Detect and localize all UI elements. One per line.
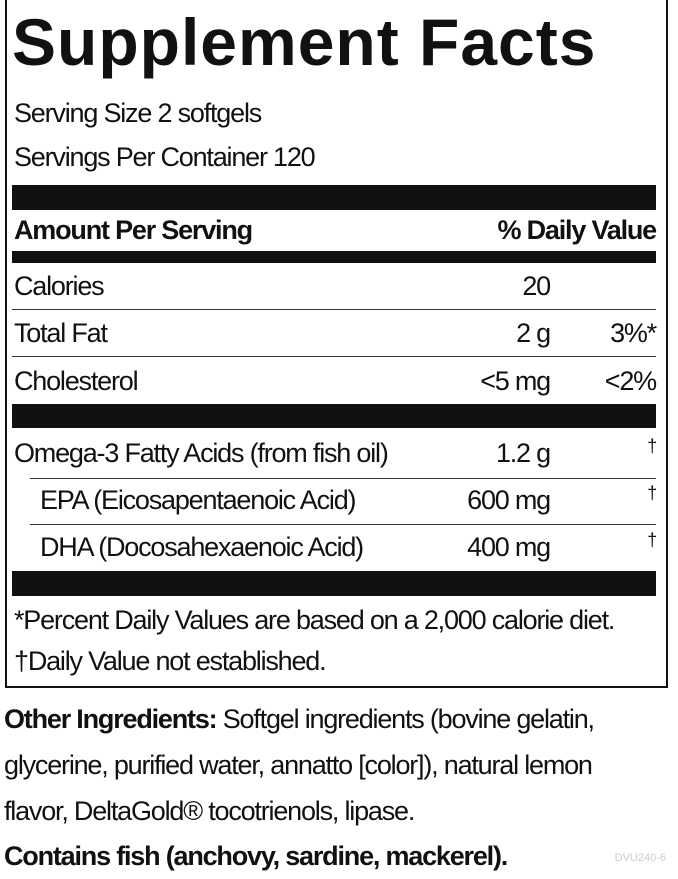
serving-size: Serving Size 2 softgels (14, 98, 262, 128)
other-ingredients-label: Other Ingredients: (4, 704, 218, 734)
nutrient-name: EPA (Eicosapentaenoic Acid) (40, 485, 357, 515)
allergen-statement: Contains fish (anchovy, sardine, mackere… (4, 841, 508, 871)
thick-divider (12, 404, 656, 428)
footnote-dv-not-established: †Daily Value not established. (14, 646, 327, 676)
servings-per-container: Servings Per Container 120 (14, 142, 316, 172)
nutrient-name: Cholesterol (14, 366, 139, 396)
daily-value-header: % Daily Value (497, 215, 658, 245)
other-ingredients-text: Softgel ingredients (bovine gelatin, (216, 704, 595, 734)
supplement-facts-panel (5, 0, 668, 688)
nutrient-dv: † (647, 436, 657, 456)
nutrient-dv: † (647, 530, 657, 550)
medium-divider (12, 251, 656, 263)
thin-divider (12, 356, 656, 357)
nutrient-amount: <5 mg (480, 366, 551, 396)
nutrient-amount: 20 (522, 271, 551, 301)
thin-divider (12, 309, 656, 310)
nutrient-name: DHA (Docosahexaenoic Acid) (40, 532, 364, 562)
other-ingredients-line-1: Other Ingredients: Softgel ingredients (… (4, 703, 595, 735)
thin-divider (30, 478, 656, 479)
panel-title: Supplement Facts (12, 5, 597, 79)
amount-per-serving-header: Amount Per Serving (14, 215, 253, 245)
footnote-percent-dv: *Percent Daily Values are based on a 2,0… (14, 605, 615, 635)
nutrient-amount: 600 mg (467, 485, 551, 515)
product-code: DVU240-6 (614, 852, 666, 864)
other-ingredients-line-2: glycerine, purified water, annatto [colo… (4, 750, 593, 780)
nutrient-dv: <2% (604, 366, 657, 396)
thick-divider (12, 185, 656, 210)
nutrient-amount: 1.2 g (495, 438, 551, 468)
nutrient-dv: 3%* (610, 318, 657, 348)
nutrient-amount: 2 g (516, 318, 551, 348)
nutrient-name: Calories (14, 271, 105, 301)
thick-divider (12, 571, 656, 596)
nutrient-name: Total Fat (14, 318, 108, 348)
thin-divider (30, 524, 656, 525)
other-ingredients-line-3: flavor, DeltaGold® tocotrienols, lipase. (4, 796, 415, 826)
nutrient-amount: 400 mg (467, 532, 551, 562)
nutrient-name: Omega-3 Fatty Acids (from fish oil) (14, 438, 389, 468)
nutrient-dv: † (647, 483, 657, 503)
